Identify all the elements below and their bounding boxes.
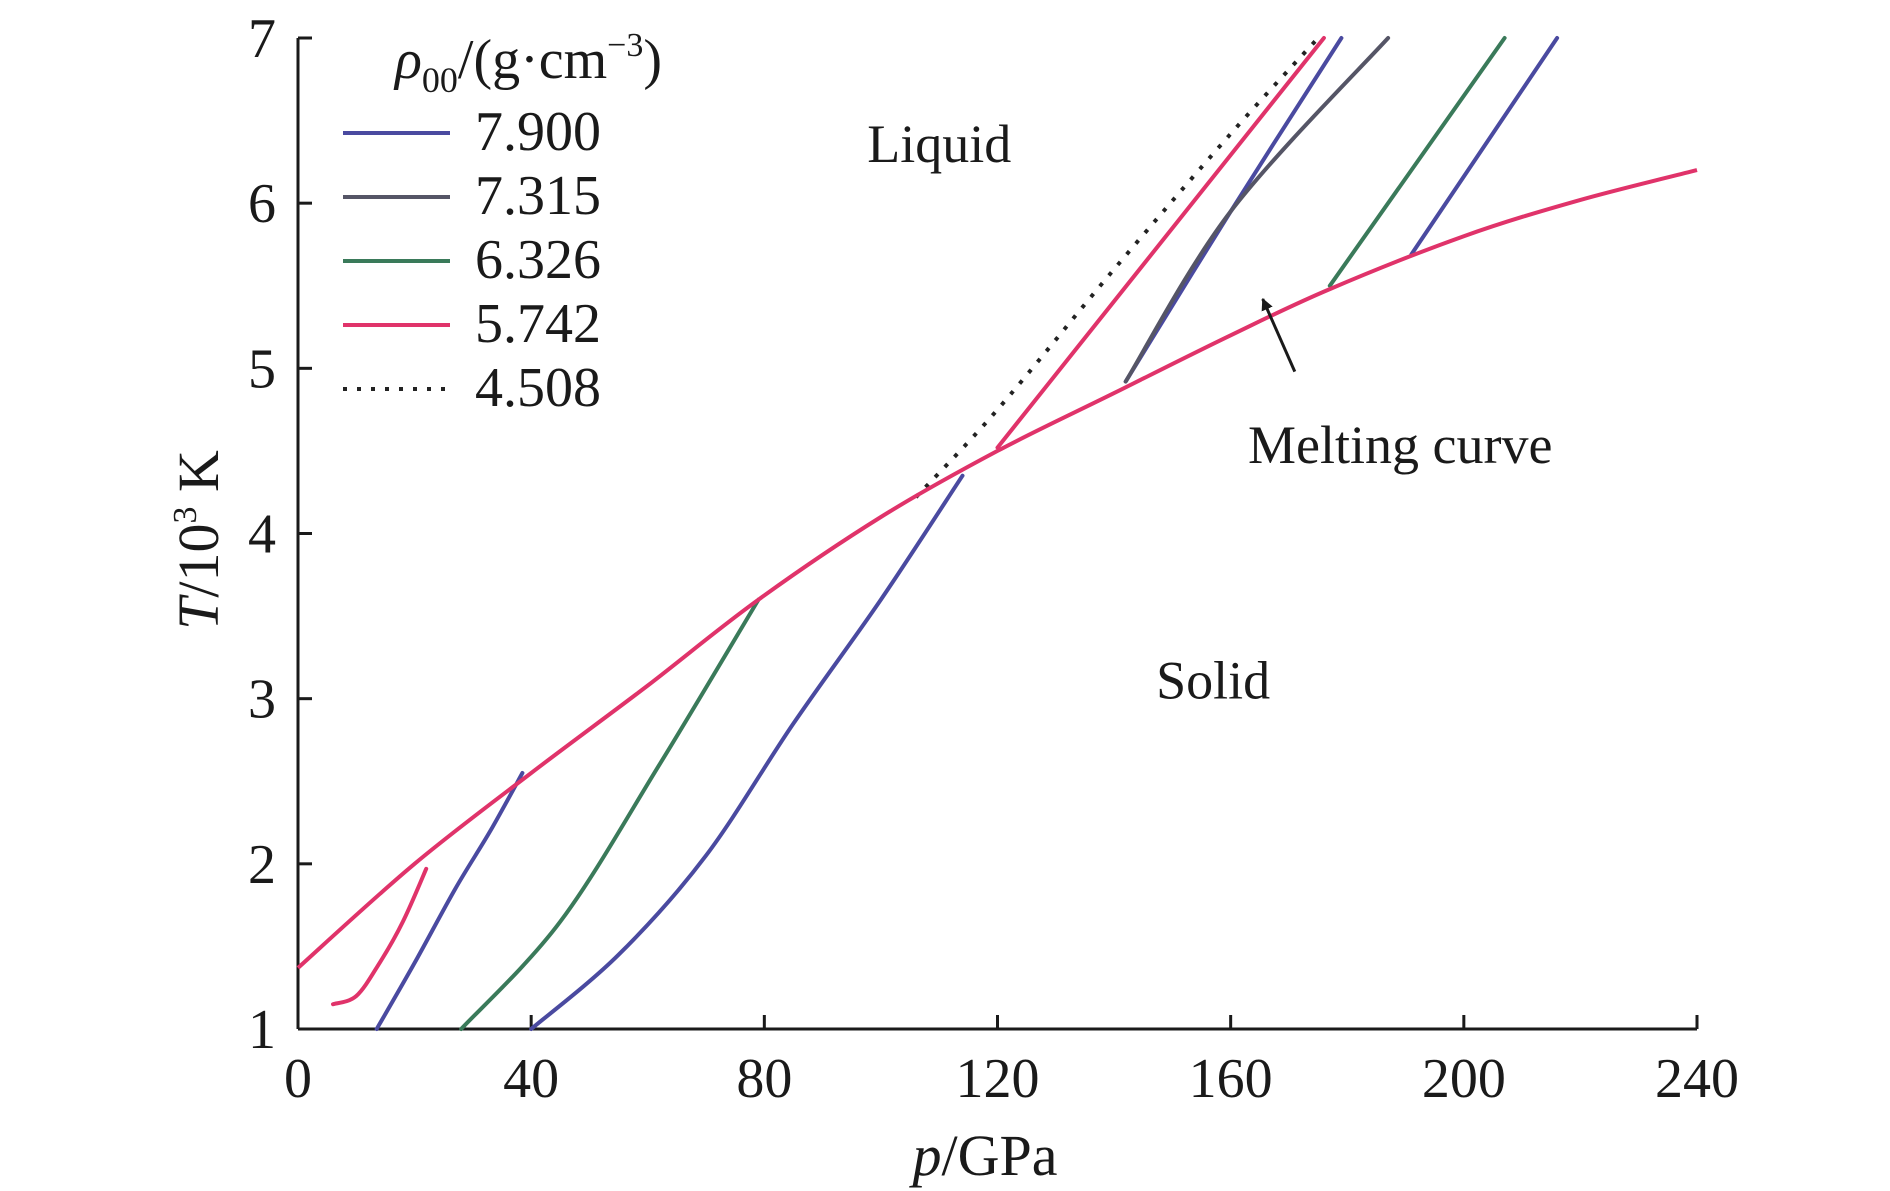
series-line-6-326 <box>1327 36 1507 288</box>
y-tick-label: 4 <box>248 504 276 566</box>
legend-title-var: ρ <box>393 29 422 91</box>
x-axis-title: p/GPa <box>909 1123 1058 1188</box>
series-line-7-900 <box>1409 36 1560 257</box>
x-ticks: 0 40 80 120 160 200 240 <box>284 1015 1739 1110</box>
series-lines <box>331 36 1560 1031</box>
region-label-solid: Solid <box>1156 651 1270 711</box>
x-tick-label: 0 <box>284 1048 312 1110</box>
series-line-4-508 <box>914 36 1320 499</box>
x-tick-label: 160 <box>1189 1048 1273 1110</box>
legend-title-close: ) <box>643 29 662 91</box>
y-tick-label: 3 <box>248 669 276 731</box>
legend-label: 7.315 <box>475 165 601 227</box>
x-tick-label: 120 <box>956 1048 1040 1110</box>
melting-curve-label: Melting curve <box>1248 415 1552 475</box>
legend-title-sub: 00 <box>422 60 458 100</box>
x-tick-label: 40 <box>503 1048 559 1110</box>
x-tick-label: 80 <box>736 1048 792 1110</box>
legend-title-unit: /(g·cm <box>458 29 607 91</box>
y-axis-title-var: T <box>166 594 231 630</box>
melting-curve-group: Melting curve <box>296 168 1698 970</box>
y-axis-title: T/103 K <box>166 450 231 630</box>
series-line-5-742 <box>331 866 429 1007</box>
y-axis-title-unit: /10 <box>166 524 231 598</box>
legend-label: 5.742 <box>475 293 601 355</box>
x-tick-label: 240 <box>1655 1048 1739 1110</box>
series-line-6-326 <box>459 597 761 1031</box>
x-tick-label: 200 <box>1422 1048 1506 1110</box>
series-line-5-742 <box>995 36 1326 450</box>
x-axis-title-var: p <box>909 1123 942 1188</box>
x-axis-title-unit: /GPa <box>942 1123 1058 1188</box>
series-line-7-900 <box>374 771 525 1031</box>
legend-label: 6.326 <box>475 229 601 291</box>
melting-curve <box>296 168 1698 970</box>
series-line-7-900 <box>529 473 965 1031</box>
legend-title-sup: −3 <box>607 27 643 64</box>
y-axis-title-tail: K <box>166 450 231 507</box>
y-tick-label: 2 <box>248 834 276 896</box>
region-label-liquid: Liquid <box>867 114 1011 174</box>
y-tick-label: 5 <box>248 338 276 400</box>
legend-label: 4.508 <box>475 357 601 419</box>
melting-curve-arrow <box>1261 298 1297 373</box>
y-axis-title-sup: 3 <box>167 507 204 524</box>
annotations: Liquid Solid <box>867 114 1270 711</box>
y-tick-label: 7 <box>248 8 276 70</box>
legend-label: 7.900 <box>475 101 601 163</box>
legend-title: ρ00/(g·cm−3) <box>393 27 662 100</box>
series-line-7-315 <box>1123 36 1391 384</box>
y-tick-label: 6 <box>248 173 276 235</box>
y-ticks: 1 2 3 4 5 6 7 <box>248 8 312 1061</box>
y-tick-label: 1 <box>248 999 276 1061</box>
